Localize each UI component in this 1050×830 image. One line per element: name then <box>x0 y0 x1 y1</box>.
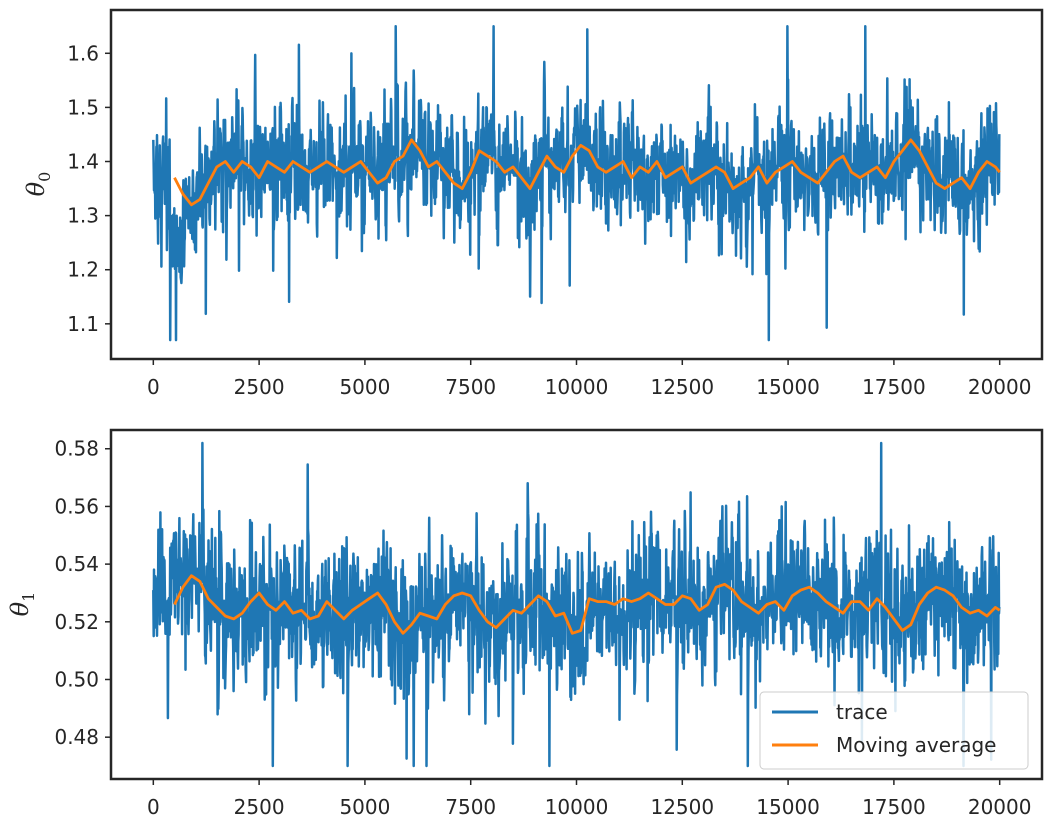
x-tick-label: 0 <box>147 795 160 819</box>
theta0-panel: 0 2500 5000 7500 10000 12500 15000 17500 20000 1… <box>22 8 1044 399</box>
theta1-y-axis: 0.48 0.50 0.52 0.54 0.56 0.58 <box>54 437 111 749</box>
x-tick-label: 17500 <box>862 375 926 399</box>
x-tick-label: 2500 <box>234 795 285 819</box>
y-tick-label: 0.52 <box>54 610 99 634</box>
theta0-y-axis: 1.1 1.2 1.3 1.4 1.5 1.6 <box>67 41 111 336</box>
y-tick-label: 0.58 <box>54 437 99 461</box>
x-tick-label: 15000 <box>756 795 820 819</box>
y-tick-label: 1.4 <box>67 150 99 174</box>
trace-line <box>152 24 1001 342</box>
x-tick-label: 2500 <box>234 375 285 399</box>
x-tick-label: 17500 <box>862 795 926 819</box>
y-tick-label: 1.6 <box>67 41 99 65</box>
y-tick-label: 1.2 <box>67 258 99 282</box>
legend: trace Moving average <box>759 691 1029 770</box>
moving-average-line <box>173 574 1001 635</box>
y-tick-label: 0.54 <box>54 552 99 576</box>
x-tick-label: 7500 <box>445 795 496 819</box>
legend-moving-average-label: Moving average <box>836 733 997 757</box>
x-tick-label: 10000 <box>545 375 609 399</box>
y-tick-label: 0.48 <box>54 725 99 749</box>
theta1-panel: 0 2500 5000 7500 10000 12500 15000 17500 20000 0… <box>6 428 1044 819</box>
y-tick-label: 1.5 <box>67 95 99 119</box>
theta0-x-axis: 0 2500 5000 7500 10000 12500 15000 17500 20000 <box>147 359 1032 399</box>
y-tick-label: 1.3 <box>67 204 99 228</box>
theta1-y-axis-label: θ1 <box>6 592 38 617</box>
x-tick-label: 0 <box>147 375 160 399</box>
x-tick-label: 5000 <box>339 795 390 819</box>
theta0-series-group <box>152 24 1001 342</box>
trace-line <box>152 441 1001 768</box>
x-tick-label: 12500 <box>650 795 714 819</box>
x-tick-label: 20000 <box>968 795 1032 819</box>
y-tick-label: 1.1 <box>67 312 99 336</box>
x-tick-label: 7500 <box>445 375 496 399</box>
legend-trace-label: trace <box>836 700 888 724</box>
theta1-series-group <box>152 441 1001 768</box>
theta0-y-axis-label: θ0 <box>22 172 54 197</box>
y-tick-label: 0.50 <box>54 667 99 691</box>
legend-box <box>759 691 1029 770</box>
y-tick-label: 0.56 <box>54 494 99 518</box>
x-tick-label: 20000 <box>968 375 1032 399</box>
x-tick-label: 15000 <box>756 375 820 399</box>
theta1-x-axis: 0 2500 5000 7500 10000 12500 15000 17500 20000 <box>147 779 1032 819</box>
x-tick-label: 5000 <box>339 375 390 399</box>
moving-average-line <box>173 138 1001 207</box>
x-tick-label: 12500 <box>650 375 714 399</box>
x-tick-label: 10000 <box>545 795 609 819</box>
